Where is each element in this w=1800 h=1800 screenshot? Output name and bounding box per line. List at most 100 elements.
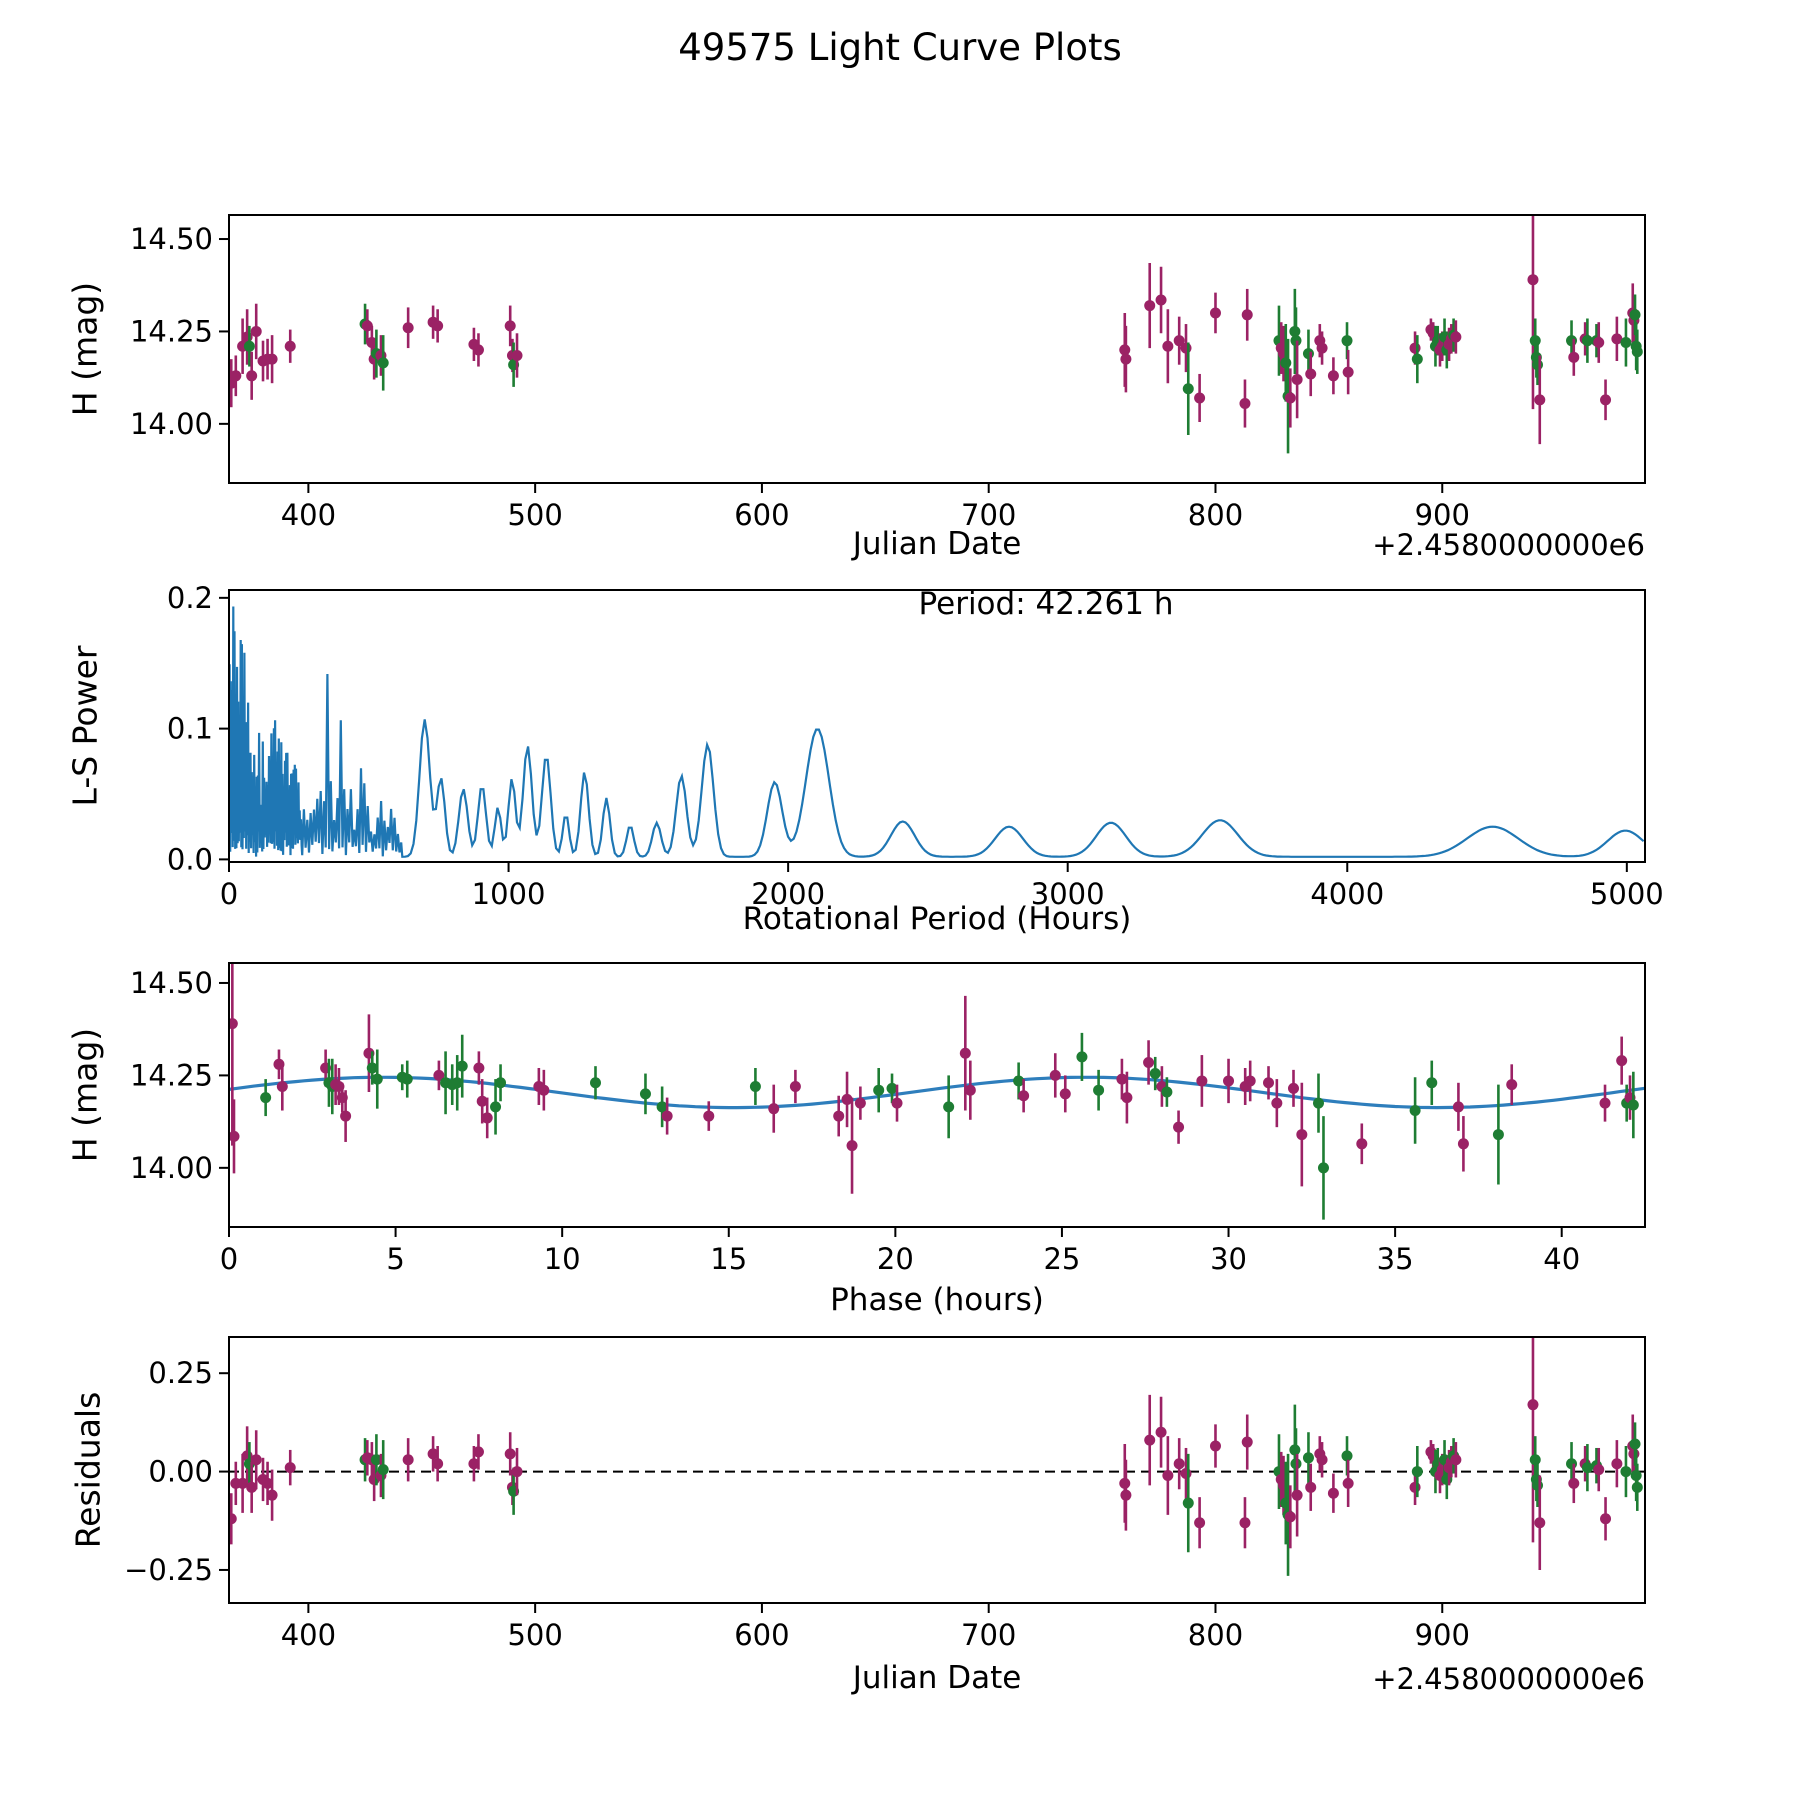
data-point [1287, 1082, 1299, 1094]
data-point [1121, 1092, 1133, 1104]
data-point [1452, 1101, 1464, 1113]
periodogram-axes-box [228, 589, 1646, 863]
data-point [1341, 335, 1353, 347]
data-point [1457, 1138, 1469, 1150]
data-point [1566, 335, 1578, 347]
data-point [589, 1077, 601, 1089]
residuals-y-tick-label: 0.25 [148, 1356, 213, 1390]
data-point [504, 320, 516, 332]
data-point [1593, 1464, 1605, 1476]
data-point [472, 344, 484, 356]
sinusoid-fit-curve [229, 1075, 1645, 1110]
data-point [1620, 1466, 1632, 1478]
data-point [361, 320, 373, 332]
periodogram-x-tick-label: 5000 [1590, 877, 1664, 911]
data-point [1581, 1462, 1593, 1474]
data-point [1155, 1426, 1167, 1438]
data-point [891, 1097, 903, 1109]
data-point [1155, 294, 1167, 306]
data-point [284, 340, 296, 352]
data-point [1600, 1513, 1612, 1525]
residuals-data-points [229, 1337, 1643, 1576]
residuals-x-tick-label: 400 [281, 1618, 336, 1652]
data-point [1411, 353, 1423, 365]
data-point [661, 1110, 673, 1122]
periodogram-panel: 0 1000 2000 3000 4000 5000 0.0 0.1 0.2 [167, 581, 1664, 911]
data-point [433, 1069, 445, 1081]
data-point [243, 340, 255, 352]
data-point [1611, 1458, 1623, 1470]
data-point [1568, 351, 1580, 363]
data-point [1173, 335, 1185, 347]
data-point [1506, 1079, 1518, 1091]
data-point [1182, 383, 1194, 395]
data-point [1120, 353, 1132, 365]
data-point [456, 1060, 468, 1072]
data-point [1194, 392, 1206, 404]
data-point [1317, 1162, 1329, 1174]
data-point [1411, 1466, 1423, 1478]
light_curve-x-tick-label: 800 [1188, 498, 1243, 532]
data-point [1223, 1075, 1235, 1087]
data-point [1263, 1077, 1275, 1089]
periodogram-x-tick-label: 3000 [1031, 877, 1105, 911]
periodogram-curve [229, 606, 1645, 858]
data-point [1629, 309, 1641, 321]
data-point [1312, 1097, 1324, 1109]
data-point [1291, 373, 1303, 385]
phase-x-tick-label: 30 [1210, 1242, 1247, 1276]
data-point [377, 1464, 389, 1476]
data-point [427, 1448, 439, 1460]
data-point [1291, 1489, 1303, 1501]
data-point [370, 1454, 382, 1466]
data-point [1209, 1440, 1221, 1452]
data-point [1162, 340, 1174, 352]
data-point [1327, 370, 1339, 382]
periodogram-y-tick-label: 0.1 [167, 712, 213, 746]
data-point [1492, 1129, 1504, 1141]
residuals-x-tick-label: 700 [961, 1618, 1016, 1652]
data-point [504, 1448, 516, 1460]
data-point [432, 320, 444, 332]
data-point [1629, 1438, 1641, 1450]
data-point [1342, 1477, 1354, 1489]
periodogram-x-tick-label: 2000 [751, 877, 825, 911]
phase-x-tick-label: 5 [386, 1242, 404, 1276]
data-point [1568, 1477, 1580, 1489]
data-point [230, 370, 242, 382]
data-point [402, 1454, 414, 1466]
data-point [1182, 1497, 1194, 1509]
data-point [495, 1077, 507, 1089]
data-point [1532, 1479, 1544, 1491]
data-point [250, 325, 262, 337]
data-point [371, 1073, 383, 1085]
data-point [1302, 348, 1314, 360]
phase-y-axis-label: H (mag) [65, 1027, 105, 1163]
residuals-x-axis-label: Julian Date [852, 1660, 1022, 1696]
data-point [1611, 333, 1623, 345]
phase-x-tick-label: 40 [1543, 1242, 1580, 1276]
data-point [1305, 368, 1317, 380]
data-point [1173, 1121, 1185, 1133]
data-point [1305, 1481, 1317, 1493]
data-point [1527, 1399, 1539, 1411]
data-point [1316, 1454, 1328, 1466]
data-point [1627, 1099, 1639, 1111]
data-point [1302, 1452, 1314, 1464]
data-point [1581, 335, 1593, 347]
light_curve-x-tick-label: 700 [961, 498, 1016, 532]
periodogram-y-axis-label: L-S Power [65, 645, 105, 807]
light_curve-x-tick-label: 900 [1415, 498, 1470, 532]
data-point [789, 1080, 801, 1092]
data-point [1527, 274, 1539, 286]
residuals-panel: 400 500 600 700 800 900 −0.25 0.00 0.25 [124, 1336, 1646, 1652]
data-point [1180, 342, 1192, 354]
data-point [1120, 1489, 1132, 1501]
residuals-y-tick-label: 0.00 [148, 1455, 213, 1489]
best-period-annotation: Period: 42.261 h [918, 586, 1174, 622]
data-point [854, 1097, 866, 1109]
light_curve-y-tick-label: 14.50 [130, 222, 213, 256]
data-point [1049, 1069, 1061, 1081]
residuals-x-tick-label: 500 [507, 1618, 562, 1652]
data-point [1271, 1097, 1283, 1109]
